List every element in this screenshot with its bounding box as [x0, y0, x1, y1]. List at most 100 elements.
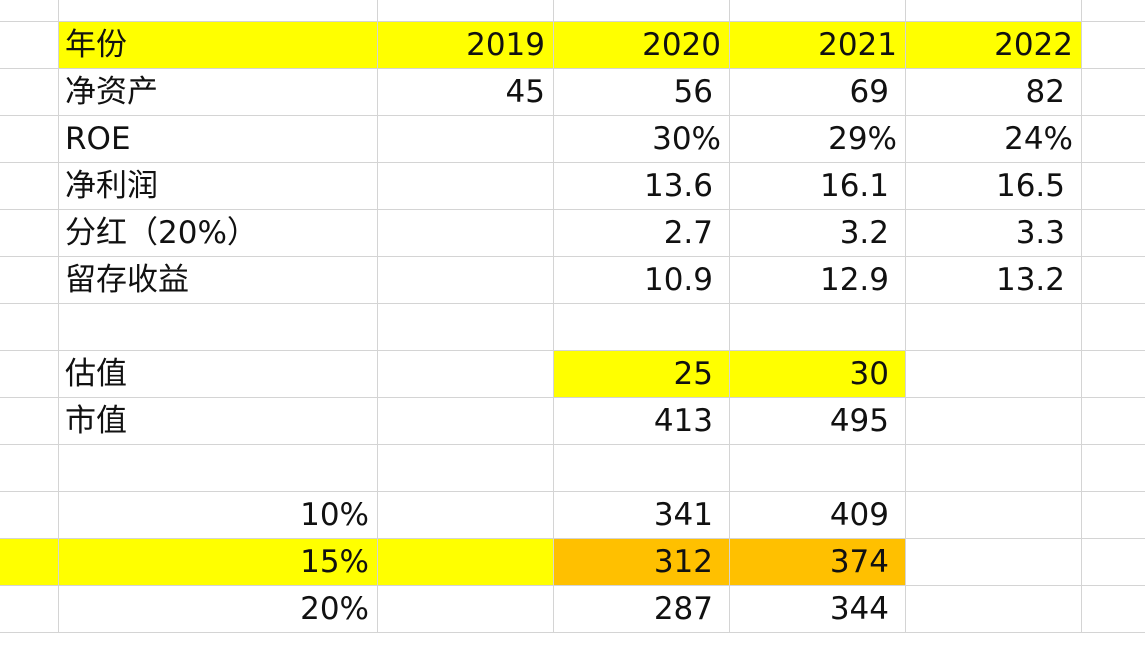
cell-extra[interactable]: [1082, 257, 1145, 304]
cell-2021[interactable]: 30: [730, 351, 906, 398]
cell-2020[interactable]: [554, 304, 730, 351]
cell-label[interactable]: 估值: [59, 351, 378, 398]
cell-2020[interactable]: 56: [554, 69, 730, 116]
cell-2019[interactable]: [378, 351, 554, 398]
cell-extra[interactable]: [1082, 304, 1145, 351]
cell-label[interactable]: 10%: [59, 492, 378, 539]
cell-2021[interactable]: 2021: [730, 22, 906, 69]
cell-extra[interactable]: [1082, 492, 1145, 539]
cell-2020[interactable]: 25: [554, 351, 730, 398]
cell-2021[interactable]: [730, 0, 906, 22]
cell-2019[interactable]: [378, 163, 554, 210]
cell-2022[interactable]: 24%: [906, 116, 1082, 163]
cell-2021[interactable]: 12.9: [730, 257, 906, 304]
cell-2019[interactable]: [378, 304, 554, 351]
cell-label[interactable]: 留存收益: [59, 257, 378, 304]
cell-extra[interactable]: [1082, 351, 1145, 398]
cell-margin[interactable]: [0, 22, 59, 69]
cell-2020[interactable]: 287: [554, 586, 730, 633]
cell-margin[interactable]: [0, 445, 59, 492]
cell-margin[interactable]: [0, 492, 59, 539]
cell-2019[interactable]: [378, 539, 554, 586]
cell-margin[interactable]: [0, 163, 59, 210]
cell-2022[interactable]: [906, 398, 1082, 445]
cell-label[interactable]: [59, 445, 378, 492]
cell-margin[interactable]: [0, 257, 59, 304]
cell-2019[interactable]: [378, 492, 554, 539]
cell-extra[interactable]: [1082, 586, 1145, 633]
cell-2019[interactable]: [378, 116, 554, 163]
cell-2022[interactable]: 2022: [906, 22, 1082, 69]
cell-2019[interactable]: [378, 398, 554, 445]
cell-2022[interactable]: [906, 586, 1082, 633]
cell-2022[interactable]: [906, 351, 1082, 398]
cell-2020[interactable]: 10.9: [554, 257, 730, 304]
cell-margin[interactable]: [0, 351, 59, 398]
cell-2022[interactable]: 82: [906, 69, 1082, 116]
cell-2021[interactable]: [730, 445, 906, 492]
cell-label[interactable]: 分红（20%）: [59, 210, 378, 257]
cell-label[interactable]: 净资产: [59, 69, 378, 116]
cell-margin[interactable]: [0, 0, 59, 22]
cell-2021[interactable]: 69: [730, 69, 906, 116]
cell-2021[interactable]: 16.1: [730, 163, 906, 210]
cell-2020[interactable]: 341: [554, 492, 730, 539]
cell-label[interactable]: [59, 304, 378, 351]
cell-extra[interactable]: [1082, 210, 1145, 257]
cell-2022[interactable]: 16.5: [906, 163, 1082, 210]
cell-2020[interactable]: 30%: [554, 116, 730, 163]
cell-2021[interactable]: 409: [730, 492, 906, 539]
sheet-row-roe: ROE 30% 29% 24%: [0, 116, 1145, 163]
cell-label[interactable]: 20%: [59, 586, 378, 633]
cell-2019[interactable]: [378, 445, 554, 492]
cell-2019[interactable]: [378, 586, 554, 633]
cell-label[interactable]: 市值: [59, 398, 378, 445]
cell-label[interactable]: ROE: [59, 116, 378, 163]
cell-extra[interactable]: [1082, 539, 1145, 586]
cell-2020[interactable]: 13.6: [554, 163, 730, 210]
cell-2021[interactable]: 29%: [730, 116, 906, 163]
cell-2019[interactable]: [378, 0, 554, 22]
cell-2020[interactable]: 312: [554, 539, 730, 586]
cell-extra[interactable]: [1082, 116, 1145, 163]
cell-2021[interactable]: [730, 304, 906, 351]
cell-2022[interactable]: [906, 492, 1082, 539]
cell-margin[interactable]: [0, 69, 59, 116]
cell-margin[interactable]: [0, 539, 59, 586]
cell-2020[interactable]: 413: [554, 398, 730, 445]
cell-2020[interactable]: [554, 0, 730, 22]
cell-label[interactable]: 净利润: [59, 163, 378, 210]
cell-label[interactable]: 15%: [59, 539, 378, 586]
cell-margin[interactable]: [0, 398, 59, 445]
cell-margin[interactable]: [0, 586, 59, 633]
cell-2021[interactable]: 374: [730, 539, 906, 586]
cell-extra[interactable]: [1082, 0, 1145, 22]
cell-extra[interactable]: [1082, 398, 1145, 445]
cell-margin[interactable]: [0, 304, 59, 351]
sheet-row-discount-10: 10% 341 409: [0, 492, 1145, 539]
cell-2022[interactable]: 3.3: [906, 210, 1082, 257]
cell-extra[interactable]: [1082, 22, 1145, 69]
cell-2019[interactable]: 45: [378, 69, 554, 116]
cell-2022[interactable]: [906, 445, 1082, 492]
cell-margin[interactable]: [0, 210, 59, 257]
cell-2022[interactable]: [906, 539, 1082, 586]
cell-2019[interactable]: 2019: [378, 22, 554, 69]
cell-2022[interactable]: [906, 304, 1082, 351]
cell-2022[interactable]: 13.2: [906, 257, 1082, 304]
cell-2021[interactable]: 3.2: [730, 210, 906, 257]
cell-2020[interactable]: 2.7: [554, 210, 730, 257]
cell-extra[interactable]: [1082, 69, 1145, 116]
cell-2019[interactable]: [378, 257, 554, 304]
cell-2021[interactable]: 344: [730, 586, 906, 633]
cell-margin[interactable]: [0, 116, 59, 163]
cell-extra[interactable]: [1082, 445, 1145, 492]
cell-label[interactable]: 年份: [59, 22, 378, 69]
cell-2021[interactable]: 495: [730, 398, 906, 445]
cell-2020[interactable]: 2020: [554, 22, 730, 69]
cell-2022[interactable]: [906, 0, 1082, 22]
cell-label[interactable]: [59, 0, 378, 22]
cell-2020[interactable]: [554, 445, 730, 492]
cell-extra[interactable]: [1082, 163, 1145, 210]
cell-2019[interactable]: [378, 210, 554, 257]
